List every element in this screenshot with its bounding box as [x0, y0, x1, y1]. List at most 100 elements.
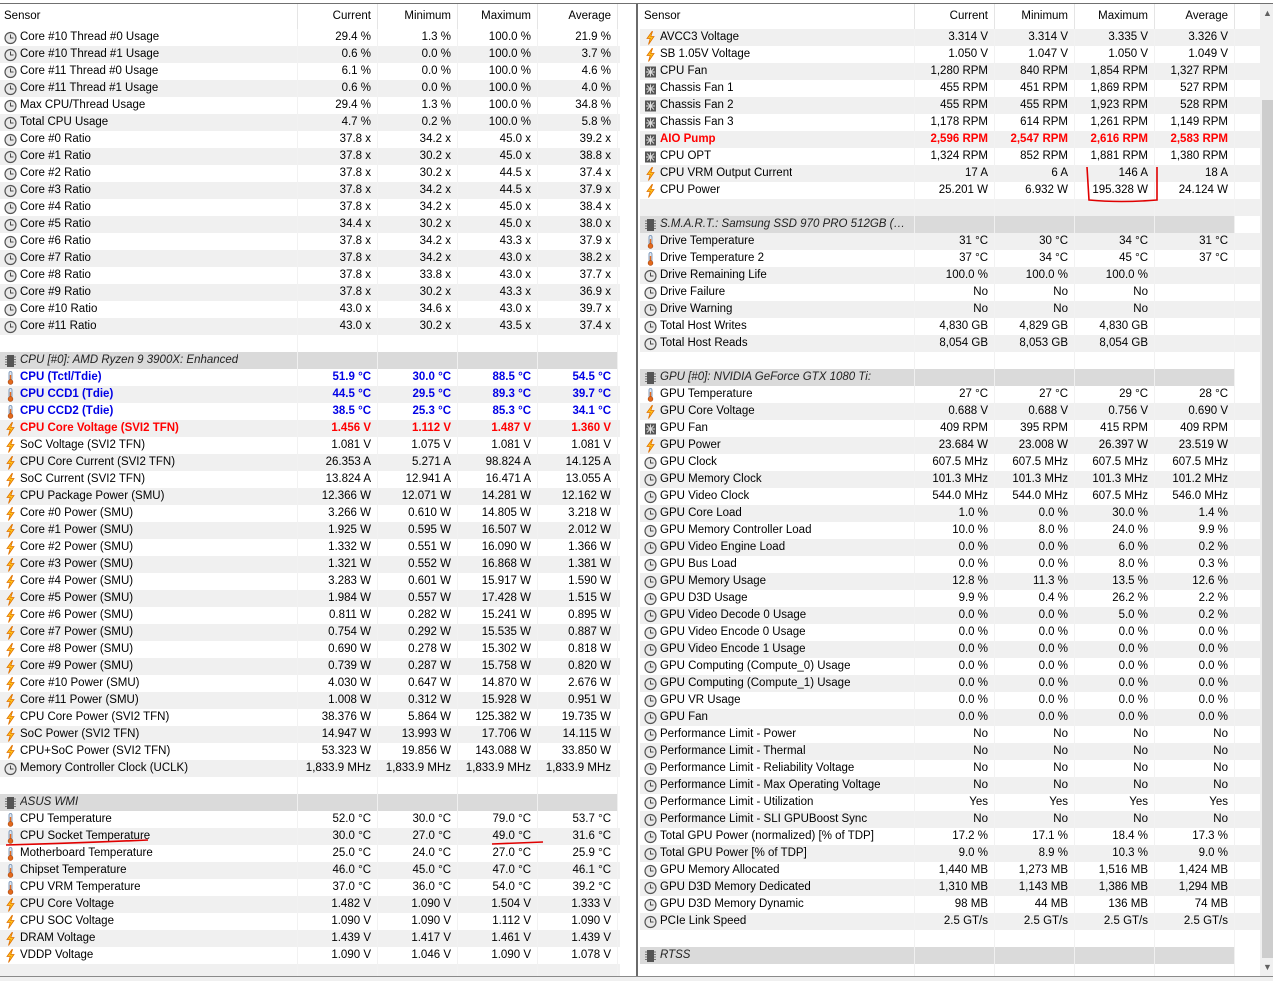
sensor-row[interactable]: CPU Core Voltage 1.482 V 1.090 V 1.504 V 1.3…	[0, 896, 620, 913]
column-header-average[interactable]: Average	[1155, 4, 1235, 29]
sensor-row[interactable]: Core #4 Power (SMU) 3.283 W 0.601 W 15.917 …	[0, 573, 620, 590]
sensor-row[interactable]: Core #3 Power (SMU) 1.321 W 0.552 W 16.868 …	[0, 556, 620, 573]
sensor-row[interactable]: GPU Fan 0.0 % 0.0 % 0.0 % 0.0 %	[640, 709, 1260, 726]
sensor-row[interactable]: Drive Temperature 2 37 °C 34 °C 45 °C 37 °C	[640, 250, 1260, 267]
sensor-row[interactable]: Core #7 Power (SMU) 0.754 W 0.292 W 15.535 …	[0, 624, 620, 641]
sensor-row[interactable]: GPU D3D Memory Dynamic 98 MB 44 MB 136 MB 74…	[640, 896, 1260, 913]
sensor-row[interactable]: GPU Memory Controller Load 10.0 % 8.0 % 24.…	[640, 522, 1260, 539]
sensor-row[interactable]: Core #8 Power (SMU) 0.690 W 0.278 W 15.302 …	[0, 641, 620, 658]
sensor-row[interactable]: CPU CCD2 (Tdie) 38.5 °C 25.3 °C 85.3 °C 34.1…	[0, 403, 620, 420]
sensor-group-header[interactable]: S.M.A.R.T.: Samsung SSD 970 PRO 512GB (S…	[640, 216, 1260, 233]
sensor-row[interactable]: Core #4 Ratio 37.8 x 34.2 x 45.0 x 38.4 x	[0, 199, 620, 216]
sensor-row[interactable]: SB 1.05V Voltage 1.050 V 1.047 V 1.050 V 1.0…	[640, 46, 1260, 63]
sensor-row[interactable]: Core #9 Ratio 37.8 x 30.2 x 43.3 x 36.9 x	[0, 284, 620, 301]
sensor-row[interactable]: CPU Fan 1,280 RPM 840 RPM 1,854 RPM 1,327 RP…	[640, 63, 1260, 80]
sensor-row[interactable]: Core #11 Power (SMU) 1.008 W 0.312 W 15.928…	[0, 692, 620, 709]
sensor-row[interactable]: Core #10 Thread #1 Usage 0.6 % 0.0 % 100.0 …	[0, 46, 620, 63]
sensor-row[interactable]: Core #10 Ratio 43.0 x 34.6 x 43.0 x 39.7 x	[0, 301, 620, 318]
sensor-row[interactable]: Performance Limit - SLI GPUBoost Sync No N…	[640, 811, 1260, 828]
sensor-row[interactable]: Performance Limit - Max Operating Voltag…	[640, 777, 1260, 794]
sensor-row[interactable]: CPU Temperature 52.0 °C 30.0 °C 79.0 °C 53.7…	[0, 811, 620, 828]
sensor-row[interactable]: GPU Bus Load 0.0 % 0.0 % 8.0 % 0.3 %	[640, 556, 1260, 573]
sensor-row[interactable]: Max CPU/Thread Usage 29.4 % 1.3 % 100.0 % 34…	[0, 97, 620, 114]
sensor-row[interactable]: Total Host Reads 8,054 GB 8,053 GB 8,054 GB	[640, 335, 1260, 352]
sensor-row[interactable]: VDDP Voltage 1.090 V 1.046 V 1.090 V 1.078 V	[0, 947, 620, 964]
sensor-row[interactable]: CPU VRM Temperature 37.0 °C 36.0 °C 54.0 °C…	[0, 879, 620, 896]
sensor-row[interactable]: GPU Video Encode 0 Usage 0.0 % 0.0 % 0.0 % 0…	[640, 624, 1260, 641]
sensor-row[interactable]: Core #2 Ratio 37.8 x 30.2 x 44.5 x 37.4 x	[0, 165, 620, 182]
sensor-row[interactable]: Drive Temperature 31 °C 30 °C 34 °C 31 °C	[640, 233, 1260, 250]
scroll-down-arrow-icon[interactable]: ▼	[1263, 962, 1272, 972]
column-header-maximum[interactable]: Maximum	[458, 4, 538, 29]
scrollbar-thumb[interactable]	[1262, 100, 1273, 958]
column-header-sensor[interactable]: Sensor	[0, 4, 298, 29]
sensor-row[interactable]: GPU Video Encode 1 Usage 0.0 % 0.0 % 0.0 % 0…	[640, 641, 1260, 658]
sensor-row[interactable]: Core #11 Thread #1 Usage 0.6 % 0.0 % 100.0 …	[0, 80, 620, 97]
sensor-row[interactable]: SoC Current (SVI2 TFN) 13.824 A 12.941 A 16…	[0, 471, 620, 488]
sensor-row[interactable]: Core #7 Ratio 37.8 x 34.2 x 43.0 x 38.2 x	[0, 250, 620, 267]
sensor-group-header[interactable]: ASUS WMI	[0, 794, 620, 811]
sensor-row[interactable]: Performance Limit - Thermal No No No No	[640, 743, 1260, 760]
sensor-row[interactable]: Core #2 Power (SMU) 1.332 W 0.551 W 16.090 …	[0, 539, 620, 556]
sensor-row[interactable]: AVCC3 Voltage 3.314 V 3.314 V 3.335 V 3.326 …	[640, 29, 1260, 46]
sensor-row[interactable]: GPU Video Clock 544.0 MHz 544.0 MHz 607.5 M…	[640, 488, 1260, 505]
sensor-row[interactable]: CPU Core Voltage (SVI2 TFN) 1.456 V 1.112 …	[0, 420, 620, 437]
scroll-up-arrow-icon[interactable]: ▲	[1263, 8, 1272, 18]
sensor-row[interactable]: GPU Computing (Compute_1) Usage 0.0 % 0.0 …	[640, 675, 1260, 692]
sensor-row[interactable]: GPU Clock 607.5 MHz 607.5 MHz 607.5 MHz 607.…	[640, 454, 1260, 471]
sensor-row[interactable]: Total GPU Power (normalized) [% of TDP] 1…	[640, 828, 1260, 845]
column-header-sensor[interactable]: Sensor	[640, 4, 915, 29]
sensor-row[interactable]: GPU Video Decode 0 Usage 0.0 % 0.0 % 5.0 % 0…	[640, 607, 1260, 624]
sensor-row[interactable]: GPU Video Engine Load 0.0 % 0.0 % 6.0 % 0.2 …	[640, 539, 1260, 556]
column-header-current[interactable]: Current	[915, 4, 995, 29]
sensor-row[interactable]: Performance Limit - Power No No No No	[640, 726, 1260, 743]
sensor-row[interactable]: SoC Voltage (SVI2 TFN) 1.081 V 1.075 V 1.08…	[0, 437, 620, 454]
sensor-row[interactable]: CPU (Tctl/Tdie) 51.9 °C 30.0 °C 88.5 °C 54.5…	[0, 369, 620, 386]
sensor-row[interactable]: Core #5 Power (SMU) 1.984 W 0.557 W 17.428 …	[0, 590, 620, 607]
sensor-row[interactable]: CPU Core Current (SVI2 TFN) 26.353 A 5.271…	[0, 454, 620, 471]
sensor-row[interactable]: Chipset Temperature 46.0 °C 45.0 °C 47.0 °C…	[0, 862, 620, 879]
sensor-row[interactable]: Drive Warning No No No	[640, 301, 1260, 318]
sensor-row[interactable]: Core #6 Power (SMU) 0.811 W 0.282 W 15.241 …	[0, 607, 620, 624]
sensor-row[interactable]: Core #5 Ratio 34.4 x 30.2 x 45.0 x 38.0 x	[0, 216, 620, 233]
sensor-row[interactable]: GPU Temperature 27 °C 27 °C 29 °C 28 °C	[640, 386, 1260, 403]
sensor-row[interactable]: Core #1 Power (SMU) 1.925 W 0.595 W 16.507 …	[0, 522, 620, 539]
sensor-row[interactable]: Core #10 Thread #0 Usage 29.4 % 1.3 % 100.0…	[0, 29, 620, 46]
sensor-row[interactable]: CPU Socket Temperature 30.0 °C 27.0 °C 49.0…	[0, 828, 620, 845]
sensor-row[interactable]: Core #11 Thread #0 Usage 6.1 % 0.0 % 100.0 …	[0, 63, 620, 80]
sensor-row[interactable]: CPU+SoC Power (SVI2 TFN) 53.323 W 19.856 W…	[0, 743, 620, 760]
sensor-row[interactable]: Core #10 Power (SMU) 4.030 W 0.647 W 14.870…	[0, 675, 620, 692]
sensor-row[interactable]: Core #11 Ratio 43.0 x 30.2 x 43.5 x 37.4 x	[0, 318, 620, 335]
sensor-row[interactable]: Core #6 Ratio 37.8 x 34.2 x 43.3 x 37.9 x	[0, 233, 620, 250]
pane-splitter[interactable]	[636, 4, 638, 976]
sensor-row[interactable]: DRAM Voltage 1.439 V 1.417 V 1.461 V 1.439 V	[0, 930, 620, 947]
sensor-row[interactable]: Chassis Fan 3 1,178 RPM 614 RPM 1,261 RPM 1,…	[640, 114, 1260, 131]
column-header-minimum[interactable]: Minimum	[995, 4, 1075, 29]
sensor-row[interactable]: Core #0 Ratio 37.8 x 34.2 x 45.0 x 39.2 x	[0, 131, 620, 148]
sensor-row[interactable]: GPU D3D Usage 9.9 % 0.4 % 26.2 % 2.2 %	[640, 590, 1260, 607]
sensor-row[interactable]: Motherboard Temperature 25.0 °C 24.0 °C 27.…	[0, 845, 620, 862]
column-header-maximum[interactable]: Maximum	[1075, 4, 1155, 29]
sensor-row[interactable]: Drive Remaining Life 100.0 % 100.0 % 100.0 …	[640, 267, 1260, 284]
sensor-row[interactable]: Core #1 Ratio 37.8 x 30.2 x 45.0 x 38.8 x	[0, 148, 620, 165]
sensor-row[interactable]: Core #8 Ratio 37.8 x 33.8 x 43.0 x 37.7 x	[0, 267, 620, 284]
sensor-group-header[interactable]: CPU [#0]: AMD Ryzen 9 3900X: Enhanced	[0, 352, 620, 369]
sensor-row[interactable]: GPU Memory Clock 101.3 MHz 101.3 MHz 101.3 …	[640, 471, 1260, 488]
sensor-row[interactable]: CPU Core Power (SVI2 TFN) 38.376 W 5.864 W…	[0, 709, 620, 726]
sensor-row[interactable]: CPU Power 25.201 W 6.932 W 195.328 W 24.124 …	[640, 182, 1260, 199]
sensor-row[interactable]: GPU D3D Memory Dedicated 1,310 MB 1,143 MB…	[640, 879, 1260, 896]
sensor-row[interactable]: Chassis Fan 1 455 RPM 451 RPM 1,869 RPM 527 …	[640, 80, 1260, 97]
sensor-row[interactable]: GPU Fan 409 RPM 395 RPM 415 RPM 409 RPM	[640, 420, 1260, 437]
sensor-row[interactable]: GPU Power 23.684 W 23.008 W 26.397 W 23.519 …	[640, 437, 1260, 454]
column-header-current[interactable]: Current	[298, 4, 378, 29]
sensor-row[interactable]: CPU CCD1 (Tdie) 44.5 °C 29.5 °C 89.3 °C 39.7…	[0, 386, 620, 403]
sensor-row[interactable]: Total Host Writes 4,830 GB 4,829 GB 4,830 G…	[640, 318, 1260, 335]
column-header-minimum[interactable]: Minimum	[378, 4, 458, 29]
sensor-row[interactable]: Total CPU Usage 4.7 % 0.2 % 100.0 % 5.8 %	[0, 114, 620, 131]
sensor-row[interactable]: GPU Core Load 1.0 % 0.0 % 30.0 % 1.4 %	[640, 505, 1260, 522]
sensor-row[interactable]: CPU OPT 1,324 RPM 852 RPM 1,881 RPM 1,380 RP…	[640, 148, 1260, 165]
sensor-row[interactable]: Memory Controller Clock (UCLK) 1,833.9 MH…	[0, 760, 620, 777]
sensor-row[interactable]: AIO Pump 2,596 RPM 2,547 RPM 2,616 RPM 2,583…	[640, 131, 1260, 148]
